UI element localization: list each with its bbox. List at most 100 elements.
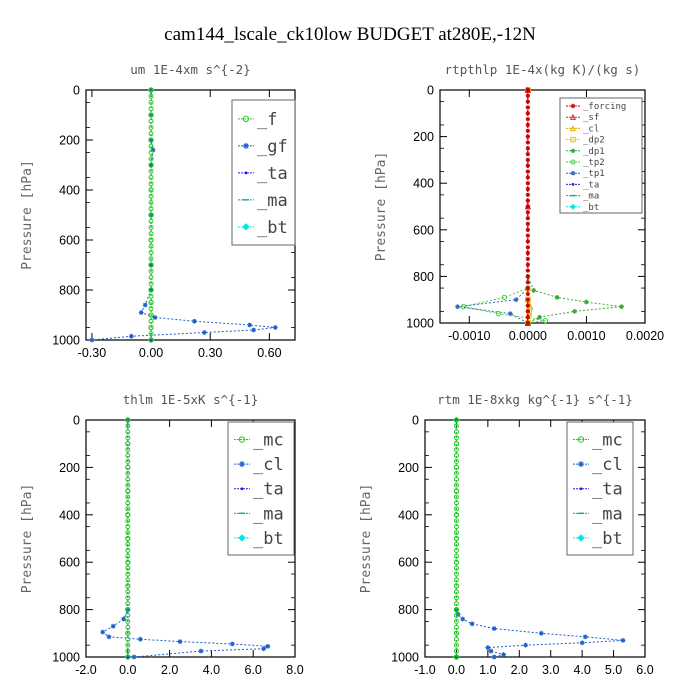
zero-line-marker bbox=[453, 630, 459, 636]
data-point-tp2 bbox=[495, 311, 502, 317]
zero-line-marker bbox=[148, 150, 154, 155]
zero-line-marker bbox=[125, 482, 131, 488]
x-tick-label: 5.0 bbox=[605, 663, 622, 677]
zero-line-marker bbox=[148, 125, 154, 130]
y-tick-label: 800 bbox=[398, 603, 419, 617]
panel-title: rtpthlp 1E-4x(kg K)/(kg s) bbox=[445, 62, 641, 77]
zero-line-marker bbox=[525, 309, 531, 314]
data-point-cl bbox=[110, 623, 116, 629]
y-tick-label: 1000 bbox=[391, 651, 419, 665]
zero-line-marker bbox=[148, 112, 154, 118]
data-point-cl bbox=[106, 634, 112, 640]
zero-line-marker bbox=[148, 87, 154, 93]
x-tick-label: -0.0010 bbox=[448, 329, 490, 343]
zero-line-marker bbox=[453, 488, 459, 494]
data-point-tp2 bbox=[542, 318, 549, 324]
zero-line-marker bbox=[525, 291, 531, 297]
y-tick-label: 200 bbox=[413, 130, 434, 144]
zero-line-marker bbox=[525, 297, 531, 302]
data-point-cl bbox=[177, 639, 183, 644]
zero-line-marker bbox=[148, 337, 154, 343]
legend-marker bbox=[244, 171, 248, 175]
data-point-cl bbox=[469, 621, 475, 627]
zero-line-marker bbox=[125, 423, 131, 429]
data-point-gf bbox=[201, 330, 207, 335]
zero-line-marker bbox=[453, 536, 459, 541]
legend-marker bbox=[577, 534, 585, 542]
y-tick-label: 800 bbox=[413, 270, 434, 284]
zero-line-marker bbox=[148, 281, 154, 287]
zero-line-marker bbox=[125, 512, 131, 518]
zero-line-marker bbox=[453, 530, 459, 536]
zero-line-marker bbox=[125, 524, 131, 530]
x-tick-label: 3.0 bbox=[542, 663, 559, 677]
zero-line-marker bbox=[125, 464, 131, 470]
x-tick-label: -0.30 bbox=[78, 346, 107, 360]
zero-line-marker bbox=[525, 303, 531, 308]
zero-line-marker bbox=[125, 630, 131, 636]
zero-line-marker bbox=[453, 613, 459, 619]
zero-line-marker bbox=[125, 476, 131, 482]
zero-line-marker bbox=[525, 163, 531, 168]
legend-label: _tp1 bbox=[583, 169, 605, 179]
plot-frame bbox=[439, 89, 646, 324]
data-point-cl bbox=[523, 642, 528, 648]
plot-frame bbox=[85, 419, 296, 658]
y-tick-label: 1000 bbox=[406, 317, 434, 331]
zero-line-marker bbox=[453, 423, 459, 429]
chart-panel-1: um 1E-4xm s^{-2} Pressure [hPa] 0 200 400 600… bbox=[20, 62, 296, 360]
legend-label: _cl bbox=[253, 455, 284, 475]
zero-line-marker bbox=[125, 488, 131, 494]
data-point-tp2 bbox=[460, 304, 467, 310]
zero-line-marker bbox=[125, 506, 131, 512]
data-point-gf bbox=[138, 310, 144, 315]
zero-line-marker bbox=[525, 134, 531, 139]
zero-line-marker bbox=[125, 458, 131, 464]
zero-line-marker bbox=[125, 642, 131, 648]
x-tick-label: 2.0 bbox=[161, 663, 178, 677]
zero-line-marker bbox=[125, 624, 131, 630]
x-tick-label: 0.30 bbox=[198, 346, 222, 360]
legend-label: _ta bbox=[592, 480, 623, 500]
zero-line-marker bbox=[125, 453, 131, 459]
zero-line-marker bbox=[525, 204, 531, 209]
data-point-gf bbox=[128, 333, 134, 339]
legend-marker bbox=[570, 136, 576, 143]
data-point-gf bbox=[150, 147, 156, 153]
series-line-tp1 bbox=[457, 90, 529, 324]
zero-line-marker bbox=[453, 506, 459, 512]
zero-line-marker bbox=[148, 206, 154, 212]
chart-panel-4: rtm 1E-8xkg kg^{-1} s^{-1} Pressure [hPa]… bbox=[359, 392, 654, 677]
data-point-cl bbox=[137, 636, 143, 642]
x-tick-label: -2.0 bbox=[75, 663, 97, 677]
zero-line-marker bbox=[453, 648, 459, 654]
zero-line-marker bbox=[525, 111, 531, 116]
data-point-dp1 bbox=[554, 294, 560, 300]
legend-label: _dp1 bbox=[583, 147, 605, 157]
zero-line-marker bbox=[148, 306, 154, 312]
zero-line-marker bbox=[125, 636, 131, 642]
legend-label: _ta bbox=[257, 164, 288, 184]
zero-line-marker bbox=[453, 642, 459, 648]
zero-line-marker bbox=[125, 577, 131, 583]
zero-line-marker bbox=[453, 524, 459, 530]
zero-line-marker bbox=[453, 500, 459, 506]
y-tick-label: 0 bbox=[412, 414, 419, 428]
zero-line-marker bbox=[125, 500, 131, 506]
data-point-cl bbox=[485, 645, 491, 650]
zero-line-marker bbox=[148, 143, 154, 149]
legend-marker bbox=[570, 103, 576, 109]
zero-line-marker bbox=[125, 607, 131, 613]
legend-label: _forcing bbox=[583, 102, 626, 112]
data-point-cl bbox=[501, 652, 506, 658]
zero-line-marker bbox=[125, 547, 131, 553]
legend-label: _cl bbox=[583, 124, 599, 134]
zero-line-marker bbox=[148, 200, 154, 205]
legend-marker bbox=[242, 115, 250, 123]
zero-line-marker bbox=[525, 233, 531, 238]
legend-label: _bt bbox=[253, 529, 284, 549]
zero-line-marker bbox=[453, 482, 459, 488]
zero-line-marker bbox=[525, 105, 531, 110]
series-line-dp1 bbox=[527, 90, 622, 324]
